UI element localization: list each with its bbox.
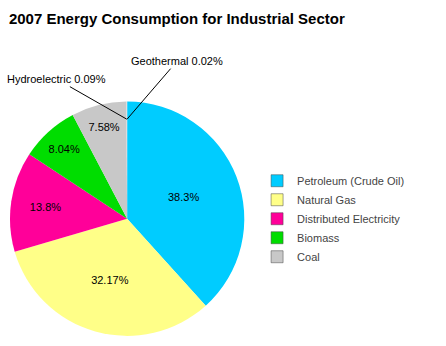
svg-text:32.17%: 32.17%	[91, 274, 129, 286]
svg-text:Coal: Coal	[297, 251, 320, 263]
svg-text:2007 Energy Consumption for In: 2007 Energy Consumption for Industrial S…	[9, 10, 345, 27]
svg-text:8.04%: 8.04%	[49, 143, 80, 155]
svg-text:Biomass: Biomass	[297, 232, 340, 244]
svg-text:38.3%: 38.3%	[168, 191, 199, 203]
svg-text:Petroleum (Crude Oil): Petroleum (Crude Oil)	[297, 175, 404, 187]
svg-text:7.58%: 7.58%	[88, 121, 119, 133]
svg-text:Hydroelectric 0.09%: Hydroelectric 0.09%	[7, 73, 106, 85]
svg-text:13.8%: 13.8%	[30, 201, 61, 213]
svg-text:Distributed Electricity: Distributed Electricity	[297, 213, 400, 225]
svg-text:Geothermal 0.02%: Geothermal 0.02%	[131, 55, 223, 67]
svg-text:Natural Gas: Natural Gas	[297, 194, 356, 206]
